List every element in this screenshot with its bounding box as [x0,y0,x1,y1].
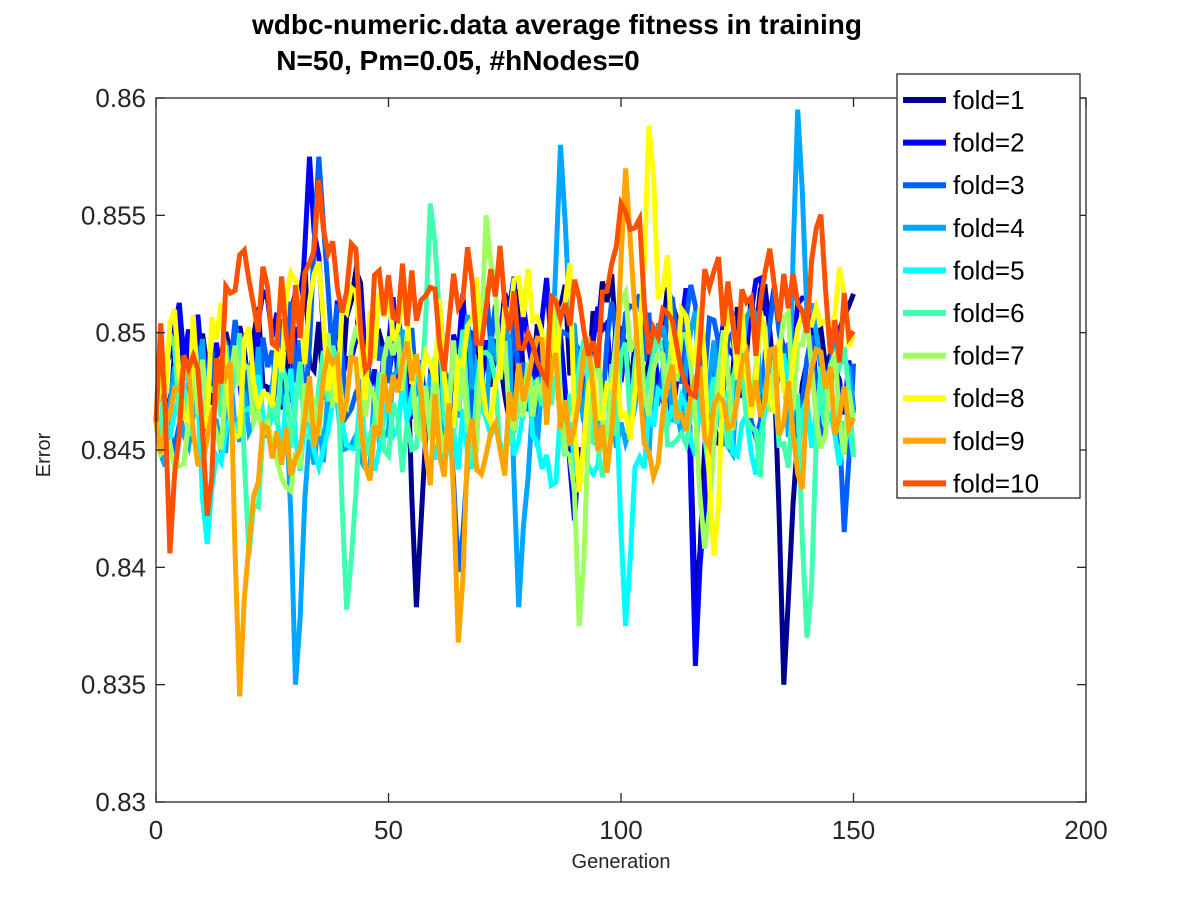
x-tick-label: 50 [374,815,403,845]
x-tick-label: 100 [599,815,642,845]
legend-label: fold=5 [953,255,1025,285]
y-tick-label: 0.84 [95,552,146,582]
x-tick-label: 0 [149,815,163,845]
x-tick-label: 200 [1064,815,1107,845]
y-axis-label: Error [33,432,55,477]
y-tick-label: 0.835 [81,670,146,700]
legend-label: fold=2 [953,128,1025,158]
legend-label: fold=3 [953,170,1025,200]
series-line [153,179,856,554]
legend-label: fold=8 [953,383,1025,413]
legend-label: fold=1 [953,85,1025,115]
legend-label: fold=10 [953,468,1039,498]
x-axis-label: Generation [572,851,671,873]
legend: fold=1 fold=2 fold=3 fold=4 fold=5 fold=6 fold… [896,73,1081,499]
chart-subtitle: N=50, Pm=0.05, #hNodes=0 [276,45,639,76]
legend-label: fold=4 [953,213,1025,243]
y-tick-label: 0.855 [81,200,146,230]
legend-label: fold=9 [953,426,1025,456]
series-layer [153,109,856,697]
y-tick-label: 0.86 [95,83,146,113]
series-line [153,168,856,697]
legend-label: fold=7 [953,341,1025,371]
chart-title: wdbc-numeric.data average fitness in tra… [251,9,862,40]
legend-label: fold=6 [953,298,1025,328]
y-tick-label: 0.83 [95,787,146,817]
ticks-layer: 0 50 100 150 200 0.83 0.835 0.84 0.845 0.85 0.855 0… [81,83,1108,845]
y-tick-label: 0.85 [95,318,146,348]
x-tick-label: 150 [832,815,875,845]
y-tick-label: 0.845 [81,435,146,465]
legend-items: fold=1 fold=2 fold=3 fold=4 fold=5 fold=6 fold… [903,85,1039,498]
